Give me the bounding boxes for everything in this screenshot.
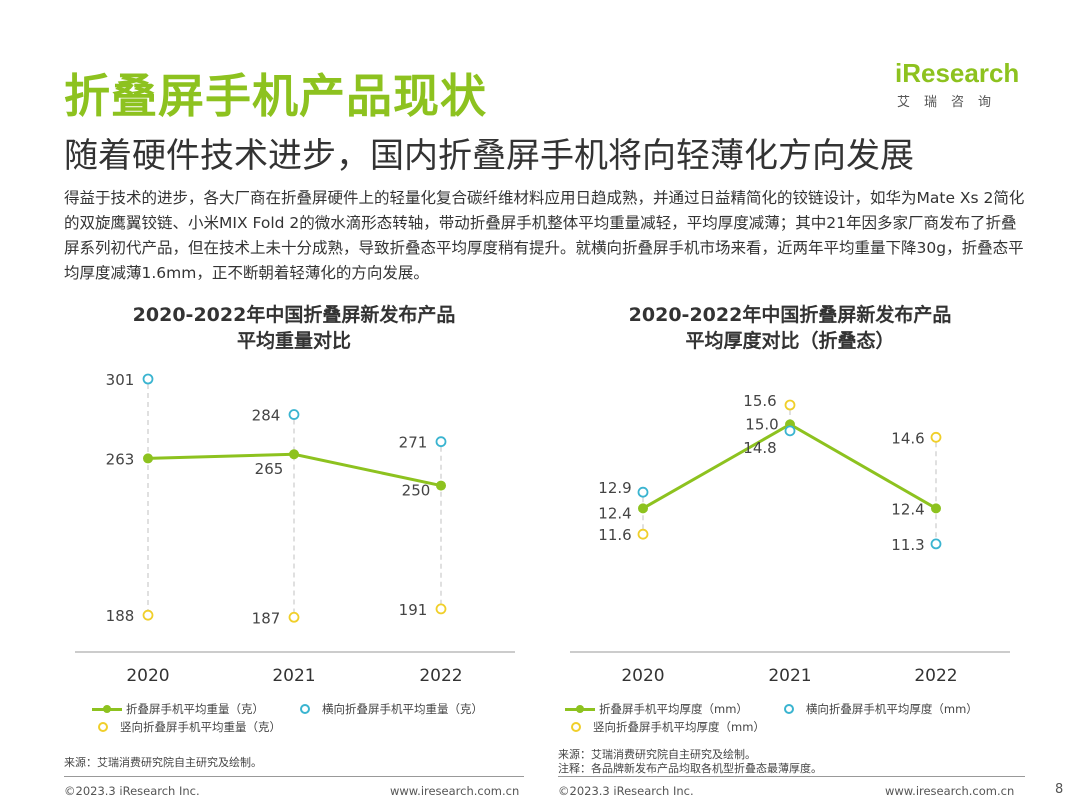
main-point <box>436 480 446 491</box>
x-tick-label: 2022 <box>419 666 462 686</box>
horizontal-data-label: 271 <box>399 434 428 452</box>
horizontal-data-label: 14.8 <box>743 439 776 457</box>
chart1-legend: 折叠屏手机平均重量（克） 横向折叠屏手机平均重量（克） 竖向折叠屏手机平均重量（… <box>92 700 513 736</box>
chart2-title: 2020-2022年中国折叠屏新发布产品 平均厚度对比（折叠态） <box>570 302 1010 354</box>
chart1-title: 2020-2022年中国折叠屏新发布产品 平均重量对比 <box>74 302 514 354</box>
horizontal-point <box>784 425 796 437</box>
legend-line-marker <box>565 704 595 713</box>
horizontal-data-label: 301 <box>106 371 135 389</box>
x-tick-label: 2021 <box>272 666 315 686</box>
main-point <box>931 503 941 514</box>
page-subtitle: 随着硬件技术进步，国内折叠屏手机将向轻薄化方向发展 <box>64 136 914 176</box>
vertical-data-label: 187 <box>252 609 281 627</box>
vertical-data-label: 11.6 <box>598 526 631 544</box>
main-data-label: 263 <box>106 450 135 468</box>
horizontal-data-label: 284 <box>252 407 281 425</box>
footer-divider <box>558 776 1025 777</box>
vertical-point <box>784 399 796 411</box>
main-data-label: 250 <box>402 482 431 500</box>
legend-item-vertical: 竖向折叠屏手机平均重量（克） <box>92 719 281 735</box>
summary-paragraph: 得益于技术的进步，各大厂商在折叠屏硬件上的轻量化复合碳纤维材料应用日趋成熟，并通… <box>64 189 1025 282</box>
horizontal-point <box>930 538 942 550</box>
iresearch-logo: iResearch 艾瑞咨询 <box>895 58 1025 110</box>
legend-item-vertical: 竖向折叠屏手机平均厚度（mm） <box>565 719 765 735</box>
chart1-source: 来源：艾瑞消费研究院自主研究及绘制。 <box>64 756 262 769</box>
chart1-title-line2: 平均重量对比 <box>236 330 351 352</box>
legend-circle-marker <box>98 722 108 732</box>
vertical-point <box>637 528 649 540</box>
legend-circle-marker <box>783 704 794 714</box>
main-data-label: 12.4 <box>891 500 924 518</box>
legend-item-main: 折叠屏手机平均厚度（mm） <box>565 701 748 717</box>
legend-item-horizontal: 横向折叠屏手机平均重量（克） <box>294 701 483 717</box>
chart1-title-line1: 2020-2022年中国折叠屏新发布产品 <box>132 304 456 326</box>
x-tick-label: 2020 <box>621 666 664 686</box>
x-tick-label: 2022 <box>914 666 957 686</box>
main-data-label: 12.4 <box>598 504 631 522</box>
main-point <box>638 503 648 514</box>
legend-item-horizontal: 横向折叠屏手机平均厚度（mm） <box>778 701 978 717</box>
chart2-source: 来源：艾瑞消费研究院自主研究及绘制。 <box>558 748 756 761</box>
vertical-data-label: 14.6 <box>891 429 924 447</box>
horizontal-point <box>142 373 154 385</box>
main-data-label: 15.0 <box>745 415 778 433</box>
legend-line-marker <box>92 704 122 713</box>
x-tick-label: 2020 <box>126 666 169 686</box>
page-number: 8 <box>1055 782 1064 797</box>
main-data-label: 265 <box>255 460 284 478</box>
vertical-data-label: 15.6 <box>743 392 776 410</box>
horizontal-point <box>288 409 300 420</box>
copyright: ©2023.3 iResearch Inc. <box>64 784 200 798</box>
horizontal-point <box>637 486 649 498</box>
vertical-point <box>435 603 447 615</box>
horizontal-point <box>435 436 447 448</box>
vertical-point <box>142 609 154 621</box>
legend-circle-marker <box>300 704 310 714</box>
logo-text: iResearch <box>895 58 1020 88</box>
footer-divider <box>64 776 524 777</box>
legend-item-main: 折叠屏手机平均重量（克） <box>92 701 264 717</box>
main-point <box>289 449 299 460</box>
horizontal-data-label: 12.9 <box>598 479 631 497</box>
legend-circle-marker <box>571 722 581 732</box>
chart2-note: 注释：各品牌新发布产品均取各机型折叠态最薄厚度。 <box>558 762 822 775</box>
vertical-data-label: 188 <box>106 607 135 625</box>
website-link[interactable]: www.iresearch.com.cn <box>885 784 1015 798</box>
chart2-legend: 折叠屏手机平均厚度（mm） 横向折叠屏手机平均厚度（mm） 竖向折叠屏手机平均厚… <box>565 700 1008 736</box>
website-link[interactable]: www.iresearch.com.cn <box>390 784 520 798</box>
page-title: 折叠屏手机产品现状 <box>64 69 487 123</box>
vertical-point <box>930 431 942 443</box>
copyright: ©2023.3 iResearch Inc. <box>558 784 694 798</box>
vertical-point <box>288 611 300 623</box>
vertical-data-label: 191 <box>399 601 428 619</box>
x-tick-label: 2021 <box>768 666 811 686</box>
main-point <box>143 453 153 464</box>
chart2-title-line2: 平均厚度对比（折叠态） <box>685 330 895 352</box>
horizontal-data-label: 11.3 <box>891 536 924 554</box>
chart2-title-line1: 2020-2022年中国折叠屏新发布产品 <box>628 304 952 326</box>
logo-cn: 艾瑞咨询 <box>897 95 1006 110</box>
